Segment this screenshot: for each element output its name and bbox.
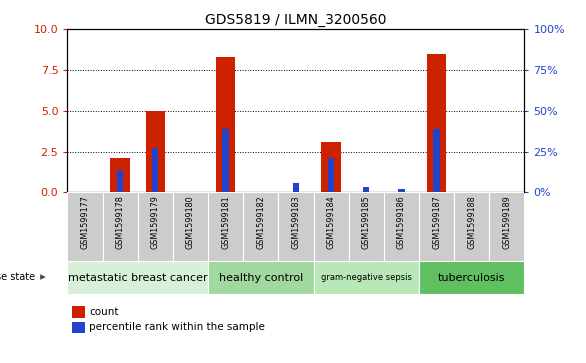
Text: GSM1599189: GSM1599189 xyxy=(502,195,512,249)
Text: metastatic breast cancer: metastatic breast cancer xyxy=(68,273,207,283)
Bar xyxy=(293,183,299,192)
Bar xyxy=(434,129,440,192)
Bar xyxy=(398,189,404,192)
Text: gram-negative sepsis: gram-negative sepsis xyxy=(321,273,412,282)
Bar xyxy=(208,192,243,261)
Bar xyxy=(328,158,334,192)
Text: GSM1599180: GSM1599180 xyxy=(186,195,195,249)
Bar xyxy=(419,261,524,294)
Text: GSM1599179: GSM1599179 xyxy=(151,195,160,249)
Bar xyxy=(278,192,314,261)
Text: GSM1599177: GSM1599177 xyxy=(80,195,90,249)
Bar xyxy=(103,192,138,261)
Bar xyxy=(384,192,419,261)
Bar xyxy=(67,192,103,261)
Bar xyxy=(173,192,208,261)
Bar xyxy=(243,192,278,261)
Bar xyxy=(152,148,158,192)
Bar xyxy=(208,261,314,294)
Bar xyxy=(454,192,489,261)
Bar xyxy=(67,261,208,294)
Text: healthy control: healthy control xyxy=(219,273,303,283)
Bar xyxy=(314,261,419,294)
Text: GSM1599182: GSM1599182 xyxy=(256,195,265,249)
Bar xyxy=(223,129,229,192)
Bar xyxy=(427,54,447,192)
Bar xyxy=(349,192,384,261)
Bar xyxy=(216,57,236,192)
Bar xyxy=(146,111,165,192)
Bar xyxy=(72,306,85,318)
Bar xyxy=(363,188,369,192)
Bar xyxy=(489,192,524,261)
Bar xyxy=(72,322,85,333)
Text: disease state: disease state xyxy=(0,272,35,282)
Bar xyxy=(110,158,130,192)
Title: GDS5819 / ILMN_3200560: GDS5819 / ILMN_3200560 xyxy=(205,13,387,26)
Text: GSM1599187: GSM1599187 xyxy=(432,195,441,249)
Text: percentile rank within the sample: percentile rank within the sample xyxy=(89,322,265,333)
Text: GSM1599184: GSM1599184 xyxy=(326,195,336,249)
Text: count: count xyxy=(89,307,119,317)
Text: tuberculosis: tuberculosis xyxy=(438,273,506,283)
Bar xyxy=(322,142,341,192)
Text: GSM1599185: GSM1599185 xyxy=(362,195,371,249)
Text: GSM1599178: GSM1599178 xyxy=(115,195,125,249)
Bar xyxy=(314,192,349,261)
Text: GSM1599183: GSM1599183 xyxy=(291,195,301,249)
Text: GSM1599188: GSM1599188 xyxy=(467,195,476,249)
Bar xyxy=(419,192,454,261)
Bar xyxy=(138,192,173,261)
Bar xyxy=(117,170,123,192)
Text: GSM1599186: GSM1599186 xyxy=(397,195,406,249)
Text: GSM1599181: GSM1599181 xyxy=(221,195,230,249)
